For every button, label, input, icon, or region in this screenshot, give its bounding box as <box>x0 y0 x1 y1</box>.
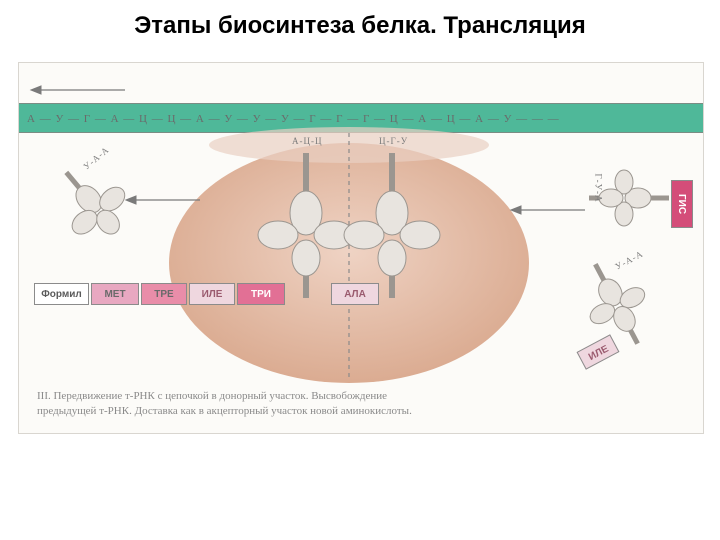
anticodon-center-right: Ц-Г-У <box>379 136 408 146</box>
caption-line1: III. Передвижение т-РНК с цепочкой в дон… <box>37 390 387 402</box>
aminoacid-gis: ГИС <box>671 180 693 228</box>
caption-line2: предыдущей т-РНК. Доставка как в акцепто… <box>37 405 412 417</box>
arrow-trna-out <box>124 193 204 207</box>
page-title: Этапы биосинтеза белка. Трансляция <box>0 0 720 50</box>
caption: III. Передвижение т-РНК с цепочкой в дон… <box>37 389 417 419</box>
aminoacid-формил: Формил <box>34 283 89 305</box>
ribosome <box>169 123 529 383</box>
aminoacid-тре: ТРЕ <box>141 283 187 305</box>
aminoacid-иле: ИЛЕ <box>189 283 235 305</box>
anticodon-center-left: А-Ц-Ц <box>292 136 323 146</box>
diagram-frame: А — У — Г — А — Ц — Ц — А — У — У — У — … <box>18 62 704 434</box>
aminoacid-три: ТРИ <box>237 283 285 305</box>
aminoacid-мет: МЕТ <box>91 283 139 305</box>
arrow-mrna-left <box>29 83 129 97</box>
anticodon-incoming-gis: Г-У-А <box>594 173 604 202</box>
arrow-trna-in <box>509 203 589 217</box>
aminoacid-ала: АЛА <box>331 283 379 305</box>
